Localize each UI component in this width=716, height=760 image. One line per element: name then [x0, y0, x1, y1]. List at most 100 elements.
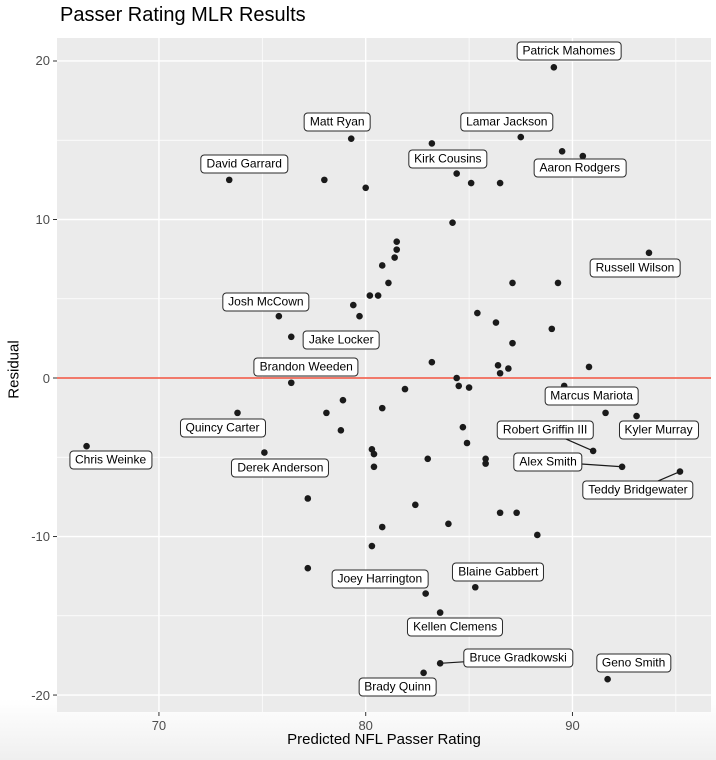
data-point [378, 262, 386, 269]
data-point-labeled [304, 564, 312, 572]
data-point-labeled [428, 140, 436, 147]
data-point [474, 309, 481, 317]
data-point-labeled [436, 609, 444, 616]
data-point-labeled [550, 64, 558, 71]
player-label: Geno Smith [595, 653, 672, 673]
data-point [449, 219, 456, 226]
data-point [401, 385, 409, 393]
player-label: Brandon Weeden [253, 357, 359, 377]
data-point [393, 246, 401, 253]
data-point-labeled [287, 379, 295, 387]
player-label: Chris Weinke [68, 450, 153, 470]
player-label: David Garrard [200, 154, 288, 174]
data-point [465, 384, 473, 391]
y-tick-label: -20 [31, 687, 50, 703]
data-point [513, 509, 520, 517]
player-label: Robert Griffin III [496, 420, 594, 440]
x-tick-label: 80 [358, 718, 373, 733]
player-label: Teddy Bridgewater [582, 480, 694, 500]
data-point [453, 374, 460, 382]
data-point [554, 279, 562, 287]
data-point-labeled [347, 135, 355, 142]
data-point [339, 396, 347, 404]
data-point [496, 369, 504, 377]
data-point [370, 463, 378, 471]
player-label: Kyler Murray [618, 420, 699, 440]
player-label: Alex Smith [513, 452, 583, 472]
data-point-labeled [234, 409, 241, 417]
player-label: Bruce Gradkowski [463, 648, 573, 668]
player-label: Derek Anderson [231, 458, 330, 477]
data-point [534, 531, 541, 539]
data-point [509, 279, 516, 287]
data-point-labeled [618, 463, 626, 471]
player-label: Josh McCown [222, 292, 310, 312]
data-point-labeled [287, 333, 295, 341]
data-point [366, 292, 374, 299]
data-point-labeled [83, 442, 90, 450]
plot-panel [57, 38, 711, 712]
y-tick-label: 10 [35, 211, 50, 227]
data-point [494, 362, 502, 369]
chart-title: Passer Rating MLR Results [60, 4, 306, 26]
player-label: Kirk Cousins [408, 149, 488, 169]
player-label: Kellen Clemens [407, 617, 504, 637]
y-axis-title: Residual [5, 340, 23, 399]
data-point [496, 179, 504, 187]
data-point [467, 179, 475, 187]
data-point-labeled [604, 675, 611, 683]
x-tick-label: 90 [565, 718, 580, 733]
data-point [585, 363, 593, 371]
data-point [378, 523, 386, 531]
data-point [496, 509, 504, 517]
data-point-labeled [471, 583, 479, 591]
data-point [548, 325, 556, 333]
x-tick-label: 70 [151, 718, 167, 733]
data-point [356, 312, 363, 320]
data-point [422, 590, 429, 597]
data-point [428, 358, 436, 366]
data-point [455, 382, 463, 390]
player-label: Blaine Gabbert [452, 562, 545, 582]
player-label: Lamar Jackson [460, 112, 554, 132]
player-label: Quincy Carter [179, 418, 266, 438]
data-point [304, 495, 312, 502]
y-tick-label: -10 [31, 529, 50, 545]
data-point [453, 170, 460, 177]
data-point [337, 427, 345, 434]
data-point [463, 439, 471, 447]
data-point [505, 365, 512, 372]
data-point-labeled [517, 133, 525, 141]
player-label: Patrick Mahomes [516, 41, 622, 61]
data-point [370, 450, 378, 458]
data-point [321, 176, 328, 184]
player-label: Russell Wilson [589, 258, 681, 278]
player-label: Brady Quinn [358, 677, 437, 697]
player-label: Aaron Rodgers [533, 158, 627, 178]
data-point [323, 409, 330, 417]
data-point [391, 254, 398, 261]
data-point [482, 455, 489, 463]
data-point-labeled [645, 249, 653, 257]
data-point [509, 339, 516, 347]
data-point [424, 455, 432, 463]
player-label: Jake Locker [302, 330, 380, 350]
data-point-labeled [275, 312, 283, 320]
data-point [445, 520, 452, 528]
data-point-labeled [225, 176, 233, 184]
y-tick-label: 0 [42, 370, 50, 386]
player-label: Matt Ryan [303, 112, 371, 132]
data-point-labeled [602, 409, 609, 417]
player-label: Marcus Mariota [544, 386, 639, 406]
data-point [482, 460, 489, 467]
data-point-labeled [420, 669, 427, 677]
data-point [558, 148, 566, 155]
data-point-labeled [261, 449, 268, 456]
data-point [374, 292, 382, 299]
data-point [362, 184, 370, 192]
player-label: Joey Harrington [331, 569, 429, 589]
x-axis-title: Predicted NFL Passer Rating [287, 731, 481, 748]
data-point [459, 423, 467, 431]
data-point [385, 279, 392, 287]
